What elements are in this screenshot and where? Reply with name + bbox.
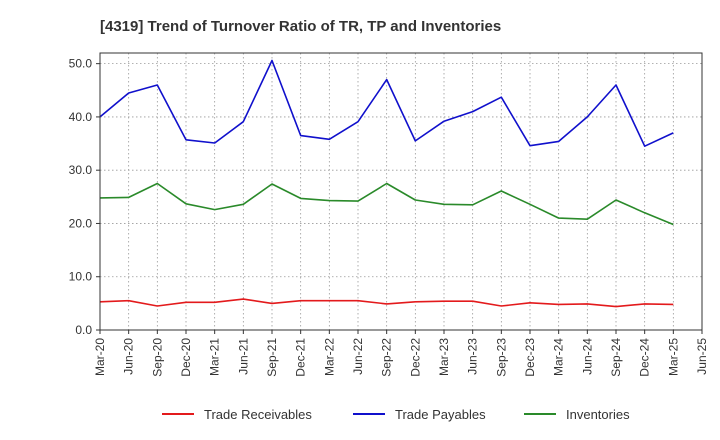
x-tick-label: Sep-20 [150, 338, 164, 377]
series-lines [99, 59, 674, 308]
grid [100, 53, 702, 330]
y-tick-label: 10.0 [69, 270, 93, 284]
legend: Trade Receivables Trade Payables Inventori… [162, 407, 630, 422]
legend-label: Trade Receivables [204, 407, 312, 422]
y-tick-label: 30.0 [69, 163, 93, 177]
x-tick-label: Sep-24 [609, 338, 623, 377]
x-tick-label: Mar-20 [93, 338, 107, 376]
x-tick-label: Jun-21 [236, 338, 250, 375]
series-line-inventories [99, 182, 674, 226]
x-tick-label: Jun-23 [466, 338, 480, 375]
y-tick-label: 0.0 [75, 323, 92, 337]
y-tick-label: 50.0 [69, 57, 93, 71]
x-tick-label: Jun-22 [351, 338, 365, 375]
x-tick-label: Sep-21 [265, 338, 279, 377]
x-tick-label: Dec-20 [179, 338, 193, 377]
x-tick-label: Mar-23 [437, 338, 451, 376]
x-tick-label: Dec-21 [294, 338, 308, 377]
x-tick-label: Dec-23 [523, 338, 537, 377]
chart-title: [4319] Trend of Turnover Ratio of TR, TP… [100, 18, 501, 35]
x-tick-label: Jun-25 [695, 338, 709, 375]
y-axis-ticks: 0.0 10.0 20.0 30.0 40.0 50.0 [69, 57, 100, 337]
legend-label: Trade Payables [395, 407, 486, 422]
x-tick-label: Mar-21 [208, 338, 222, 376]
x-tick-label: Mar-22 [322, 338, 336, 376]
x-tick-label: Mar-24 [552, 338, 566, 376]
y-tick-label: 40.0 [69, 110, 93, 124]
x-tick-label: Dec-24 [638, 338, 652, 377]
x-tick-label: Mar-25 [666, 338, 680, 376]
x-tick-label: Jun-20 [122, 338, 136, 375]
x-tick-label: Dec-22 [408, 338, 422, 377]
series-line-trade-receivables [99, 298, 674, 308]
x-tick-label: Sep-22 [380, 338, 394, 377]
y-tick-label: 20.0 [69, 216, 93, 230]
x-tick-label: Jun-24 [580, 338, 594, 375]
x-tick-label: Sep-23 [494, 338, 508, 377]
legend-label: Inventories [566, 407, 630, 422]
series-line-trade-payables [99, 59, 674, 147]
x-axis-ticks: Mar-20 Jun-20 Sep-20 Dec-20 Mar-21 Jun-21 Sep-… [93, 330, 709, 377]
plot-frame [99, 52, 703, 331]
